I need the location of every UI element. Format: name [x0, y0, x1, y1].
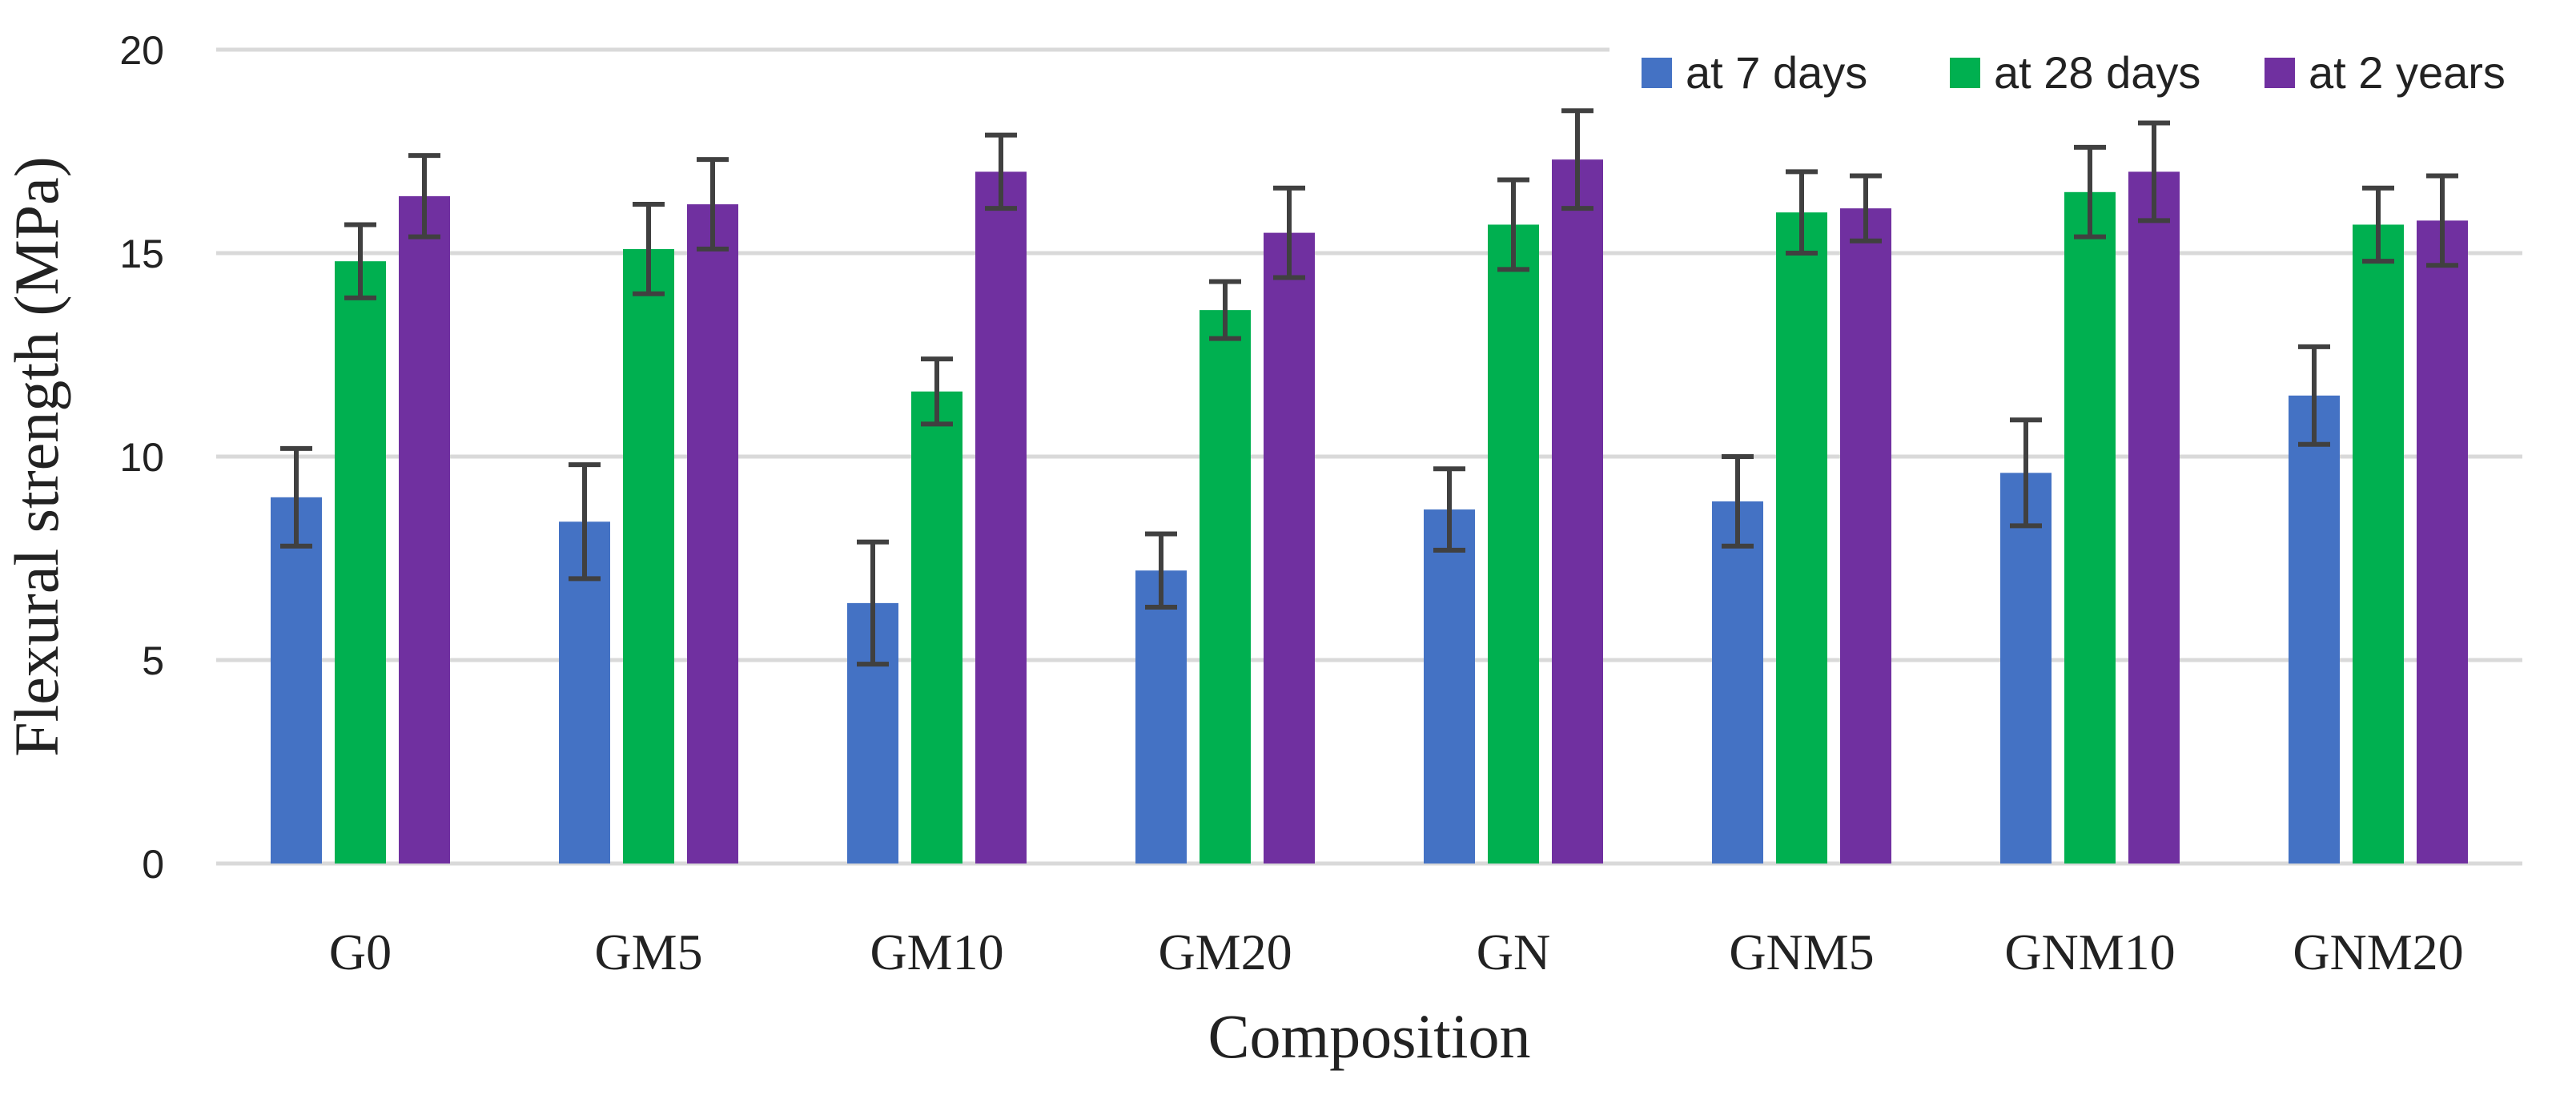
category-label-GN: GN [1477, 924, 1550, 980]
y-axis-ticks: 0 5 10 15 20 [119, 28, 164, 887]
legend-swatch-2 [2265, 58, 2295, 88]
bar-GNM5-series-0 [1712, 501, 1763, 864]
category-label-GM20: GM20 [1158, 924, 1292, 980]
legend-swatch-1 [1950, 58, 1980, 88]
bar-GM10-series-2 [975, 171, 1027, 864]
legend: at 7 days at 28 days at 2 years [1609, 16, 2570, 116]
y-tick-label: 15 [119, 231, 164, 276]
error-bars [280, 108, 2458, 667]
bar-GM20-series-2 [1264, 232, 1315, 864]
category-label-GNM10: GNM10 [2004, 924, 2175, 980]
bar-GNM10-series-0 [2000, 473, 2052, 864]
y-tick-label: 20 [119, 28, 164, 73]
legend-label-2: at 2 years [2309, 47, 2506, 98]
y-tick-label: 10 [119, 435, 164, 480]
bar-GNM10-series-1 [2064, 191, 2116, 864]
bar-GNM20-series-0 [2289, 395, 2340, 864]
bar-GNM5-series-2 [1840, 208, 1891, 864]
legend-label-0: at 7 days [1686, 47, 1867, 98]
bar-GM10-series-1 [911, 391, 962, 864]
bar-GM20-series-0 [1135, 570, 1187, 864]
category-label-GM10: GM10 [870, 924, 1003, 980]
bar-GM5-series-2 [687, 204, 738, 864]
bar-GM20-series-1 [1200, 310, 1251, 864]
bar-GN-series-0 [1424, 509, 1475, 864]
bar-GNM20-series-2 [2417, 220, 2468, 864]
category-label-GM5: GM5 [594, 924, 702, 980]
legend-background [1609, 16, 2570, 116]
bar-GN-series-2 [1552, 159, 1603, 864]
bar-GNM10-series-2 [2128, 171, 2180, 864]
bar-G0-series-0 [271, 497, 322, 864]
category-label-GNM5: GNM5 [1729, 924, 1874, 980]
bar-GNM20-series-1 [2353, 224, 2404, 864]
legend-label-1: at 28 days [1994, 47, 2200, 98]
x-axis-title: Composition [1208, 1001, 1530, 1071]
y-tick-label: 5 [142, 638, 164, 683]
category-label-GNM20: GNM20 [2293, 924, 2463, 980]
y-axis-title: Flexural strength (MPa) [2, 156, 71, 757]
bar-GNM5-series-1 [1776, 212, 1827, 864]
bar-G0-series-1 [335, 261, 386, 864]
y-tick-label: 0 [142, 842, 164, 887]
bar-GM5-series-1 [623, 248, 674, 864]
bars [271, 159, 2468, 864]
category-label-G0: G0 [329, 924, 392, 980]
bar-G0-series-2 [399, 195, 450, 864]
x-axis-categories: G0 GM5 GM10 GM20 GN GNM5 GNM10 GNM20 [329, 924, 2464, 980]
legend-swatch-0 [1642, 58, 1672, 88]
bar-GN-series-1 [1488, 224, 1539, 864]
